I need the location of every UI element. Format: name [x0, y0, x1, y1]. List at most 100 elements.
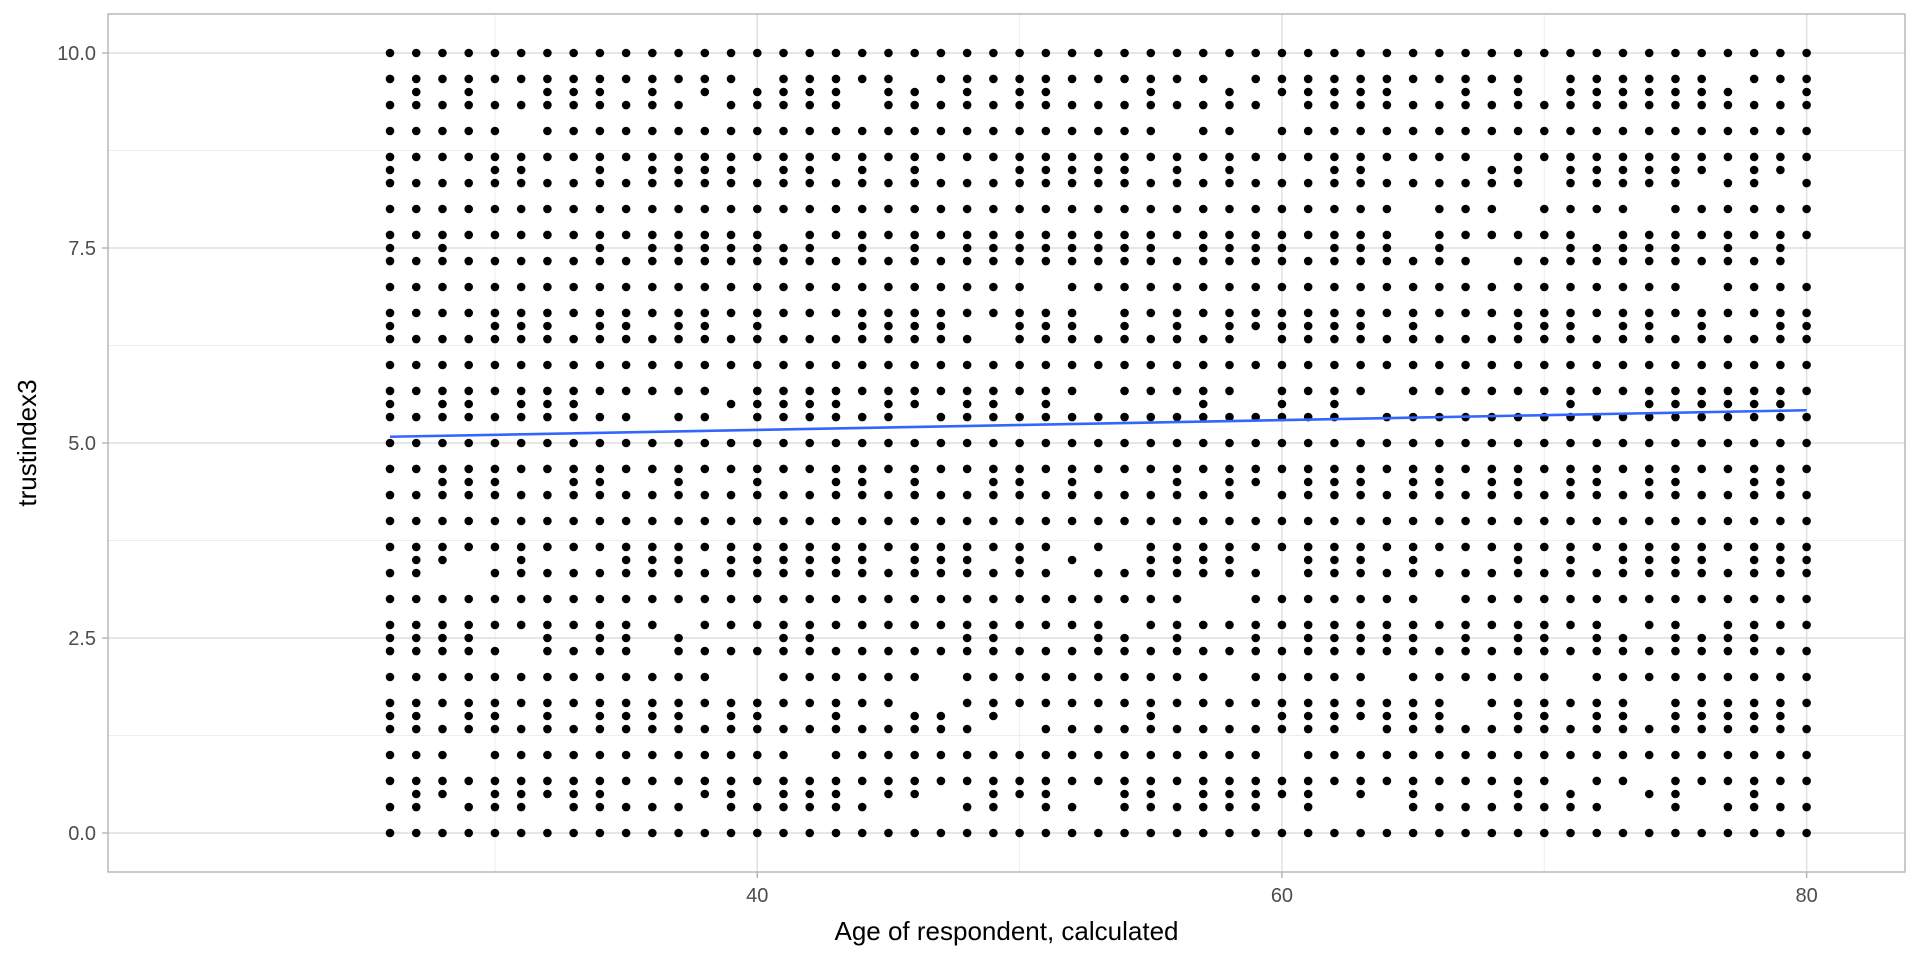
data-point [1251, 412, 1261, 422]
data-point [884, 516, 893, 526]
data-point [1408, 48, 1418, 58]
data-point [1041, 334, 1051, 344]
data-point [1094, 334, 1103, 344]
data-point [464, 399, 474, 409]
data-point [1513, 776, 1523, 786]
data-point [385, 412, 395, 422]
data-point [857, 516, 867, 526]
data-point [1723, 256, 1733, 266]
data-point [1382, 87, 1392, 97]
data-point [438, 152, 447, 162]
data-point [1303, 698, 1313, 708]
data-point [1539, 282, 1549, 292]
data-point [1671, 802, 1680, 812]
data-point [1435, 243, 1444, 253]
data-point [1120, 74, 1129, 84]
data-point [1277, 282, 1287, 292]
data-point [1435, 828, 1444, 838]
data-point [910, 672, 919, 682]
data-point [989, 230, 998, 240]
data-point [779, 243, 788, 253]
data-point [910, 152, 919, 162]
data-point [1251, 152, 1261, 162]
data-point [1435, 516, 1444, 526]
data-point [1094, 568, 1103, 578]
data-point [857, 243, 867, 253]
data-point [1435, 490, 1444, 500]
data-point [1513, 464, 1523, 474]
data-point [1146, 646, 1156, 656]
y-tick-label: 7.5 [68, 238, 96, 260]
data-point [1120, 490, 1129, 500]
data-point [857, 802, 867, 812]
data-point [464, 724, 474, 734]
data-point [1487, 477, 1497, 487]
data-point [595, 438, 605, 448]
data-point [700, 828, 710, 838]
data-point [1723, 334, 1733, 344]
data-point [1225, 152, 1234, 162]
data-point [595, 568, 605, 578]
data-point [490, 178, 500, 188]
data-point [936, 386, 946, 396]
data-point [1513, 828, 1523, 838]
data-point [1198, 620, 1208, 630]
data-point [936, 490, 946, 500]
data-point [779, 620, 788, 630]
data-point [411, 594, 421, 604]
data-point [1671, 412, 1680, 422]
data-point [674, 178, 683, 188]
data-point [1198, 100, 1208, 110]
data-point [648, 87, 657, 97]
data-point [1539, 698, 1549, 708]
data-point [1749, 386, 1759, 396]
data-point [1041, 802, 1051, 812]
data-point [595, 620, 605, 630]
data-point [962, 126, 972, 136]
data-point [1723, 802, 1733, 812]
data-point [1120, 165, 1129, 175]
data-point [674, 48, 683, 58]
data-point [857, 568, 867, 578]
data-point [1618, 516, 1628, 526]
data-point [1120, 282, 1129, 292]
data-point [1251, 178, 1261, 188]
data-point [569, 126, 578, 136]
data-point [1644, 399, 1654, 409]
data-point [490, 308, 500, 318]
data-point [621, 828, 631, 838]
data-point [857, 620, 867, 630]
data-point [1749, 698, 1759, 708]
data-point [779, 789, 788, 799]
data-point [831, 100, 841, 110]
data-point [962, 399, 972, 409]
data-point [1120, 568, 1129, 578]
data-point [1697, 633, 1706, 643]
data-point [936, 516, 946, 526]
data-point [884, 386, 893, 396]
data-point [1802, 126, 1811, 136]
data-point [884, 776, 893, 786]
data-point [674, 308, 683, 318]
data-point [1330, 230, 1339, 240]
data-point [1566, 126, 1575, 136]
data-point [1067, 282, 1077, 292]
data-point [857, 555, 867, 565]
data-point [1644, 516, 1654, 526]
data-point [1277, 178, 1287, 188]
data-point [936, 750, 946, 760]
data-point [1251, 464, 1261, 474]
data-point [1356, 646, 1365, 656]
data-point [936, 646, 946, 656]
data-point [543, 568, 552, 578]
data-point [516, 48, 526, 58]
data-point [1041, 87, 1051, 97]
data-point [1592, 126, 1602, 136]
data-point [1225, 776, 1234, 786]
data-point [464, 74, 474, 84]
data-point [1802, 750, 1811, 760]
data-point [752, 750, 762, 760]
data-point [1566, 828, 1575, 838]
data-point [1067, 438, 1077, 448]
data-point [490, 802, 500, 812]
